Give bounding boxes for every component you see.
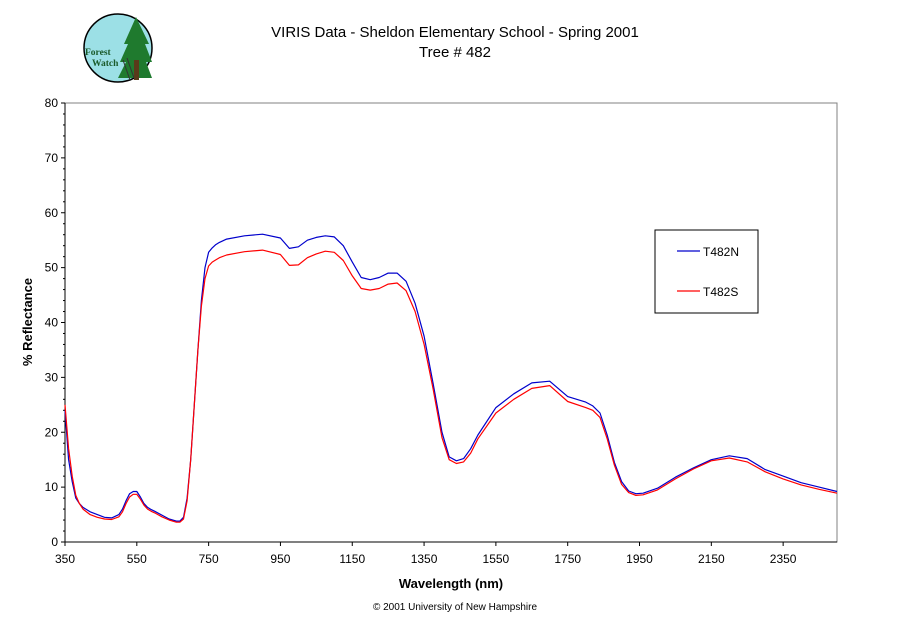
x-tick-label: 350 — [55, 552, 75, 566]
x-tick-label: 1150 — [339, 552, 365, 566]
x-tick-label: 2350 — [770, 552, 797, 566]
logo-text-forest: Forest — [85, 48, 112, 58]
series-lines — [64, 233, 838, 523]
x-tick-label: 2150 — [698, 552, 725, 566]
chart-title: VIRIS Data - Sheldon Elementary School -… — [271, 24, 639, 41]
y-tick-label: 50 — [45, 261, 59, 275]
x-tick-label: 1550 — [483, 552, 510, 566]
y-tick-label: 10 — [45, 480, 59, 494]
x-tick-label: 1750 — [554, 552, 581, 566]
x-axis-title: Wavelength (nm) — [399, 576, 503, 591]
y-tick-label: 0 — [51, 535, 58, 549]
y-tick-label: 30 — [45, 370, 59, 384]
x-tick-label: 950 — [270, 552, 290, 566]
y-tick-label: 60 — [45, 206, 59, 220]
chart-subtitle: Tree # 482 — [419, 44, 491, 61]
legend-box — [654, 229, 759, 314]
y-tick-label: 70 — [45, 151, 59, 165]
series-line-t482s — [64, 249, 838, 523]
tree-icon — [118, 17, 152, 78]
x-tick-label: 750 — [199, 552, 219, 566]
y-tick-label: 40 — [45, 316, 59, 330]
x-tick-label: 550 — [127, 552, 147, 566]
y-tick-label: 20 — [45, 425, 59, 439]
x-tick-label: 1950 — [626, 552, 653, 566]
legend: T482N T482S — [654, 229, 759, 314]
forest-watch-logo: Forest Watch — [83, 13, 153, 83]
legend-label-t482s: T482S — [703, 285, 738, 299]
series-line-t482n — [64, 233, 838, 522]
ladder-icon — [122, 59, 131, 81]
x-tick-label: 1350 — [411, 552, 438, 566]
legend-label-t482n: T482N — [703, 245, 739, 259]
tree-trunk-icon — [134, 60, 139, 80]
x-axis-ticks: 350 550 750 950 1150 1350 1550 1750 1950 2150 2350 — [55, 542, 797, 566]
logo-text-watch: Watch — [92, 59, 119, 69]
y-axis-title: % Reflectance — [20, 278, 35, 366]
plot-area — [64, 102, 838, 543]
y-tick-label: 80 — [45, 96, 59, 110]
y-axis-ticks: 0 10 20 30 40 50 60 70 80 — [45, 96, 65, 549]
copyright-text: © 2001 University of New Hampshire — [373, 602, 538, 613]
